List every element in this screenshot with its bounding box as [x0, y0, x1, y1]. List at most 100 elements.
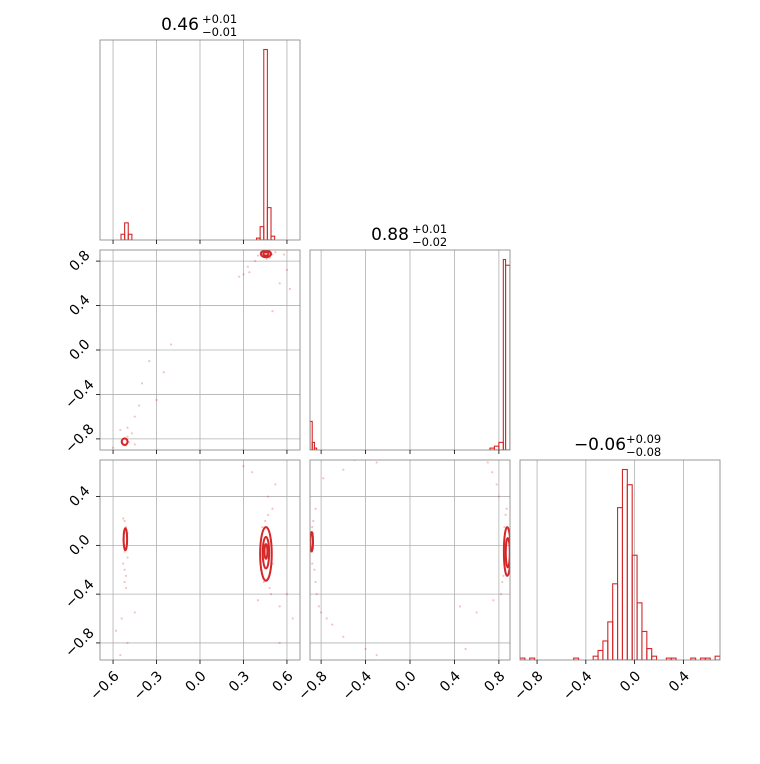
data-layer — [310, 460, 510, 657]
panel-hist-p2: 0.88 +0.01−0.02 — [309, 222, 511, 454]
title-upper-error: +0.09 — [626, 432, 661, 446]
data-layer — [520, 468, 720, 660]
panel-scatter-p1-p2: −0.8 −0.4 0.0 0.4 0.8 — [62, 248, 301, 457]
hist-bin — [124, 222, 129, 240]
sample-point — [138, 404, 141, 407]
sample-point — [486, 461, 489, 464]
data-layer — [120, 48, 276, 240]
x-tick-label: 0.0 — [617, 668, 644, 695]
sample-point — [458, 605, 462, 608]
y-tick-label: −0.8 — [62, 421, 97, 456]
sample-point — [169, 343, 173, 346]
sample-point — [133, 611, 136, 614]
gridlines — [310, 460, 510, 660]
sample-point — [123, 580, 126, 584]
hist-bin — [597, 649, 604, 660]
sample-point — [317, 605, 320, 608]
sample-point — [262, 580, 265, 584]
hist-bin — [641, 630, 648, 660]
sample-point — [133, 443, 136, 446]
sample-point — [261, 525, 264, 529]
sample-point — [268, 586, 271, 590]
density-contour — [120, 437, 129, 446]
sample-point — [130, 432, 133, 435]
sample-point — [133, 415, 136, 418]
sample-point — [312, 519, 315, 523]
x-tick-label: 0.3 — [226, 668, 253, 695]
sample-point — [285, 268, 289, 272]
density-contour — [122, 527, 129, 552]
hist-bin — [127, 233, 133, 240]
sample-point — [122, 562, 125, 565]
x-tick-label: −0.8 — [511, 668, 546, 703]
sample-point — [288, 287, 291, 290]
x-tick-label: −0.4 — [340, 668, 375, 703]
density-contour — [262, 251, 270, 257]
sample-point — [342, 635, 345, 638]
hist-bin — [602, 640, 609, 660]
title-median: 0.88 — [371, 225, 409, 245]
y-tick-label: 0.4 — [66, 292, 93, 319]
title-lower-error: −0.02 — [412, 235, 447, 249]
sample-point — [464, 647, 467, 651]
sample-point — [314, 580, 317, 584]
sample-point — [111, 446, 115, 449]
density-contour — [502, 526, 510, 577]
sample-point — [264, 519, 267, 523]
sample-point — [282, 253, 286, 256]
x-tick-label: 0.4 — [666, 668, 693, 695]
title-upper-error: +0.01 — [412, 222, 447, 236]
sample-point — [291, 617, 294, 620]
sample-point — [322, 477, 325, 480]
sample-point — [123, 519, 126, 523]
axes-frame — [519, 459, 721, 661]
title-lower-error: −0.08 — [626, 445, 661, 459]
sample-point — [320, 611, 323, 614]
sample-point — [119, 654, 122, 657]
density-contour — [261, 535, 271, 570]
sample-point — [311, 562, 314, 565]
y-tick-label: 0.8 — [66, 248, 93, 275]
sample-point — [251, 471, 254, 474]
sample-point — [122, 517, 125, 520]
hist-bin — [607, 621, 614, 660]
panel-scatter-p2-p3: −0.8 −0.4 0.0 0.4 0.8 — [295, 459, 511, 704]
sample-point — [314, 507, 317, 510]
sample-point — [242, 273, 245, 276]
title-lower-error: −0.01 — [202, 25, 237, 39]
sample-point — [114, 629, 118, 632]
gridlines — [112, 40, 288, 240]
sample-point — [495, 483, 498, 486]
hist-bin — [714, 655, 720, 660]
sample-point — [242, 464, 245, 468]
sample-point — [140, 382, 144, 385]
sample-point — [256, 599, 260, 602]
sample-point — [256, 254, 260, 257]
x-tick-label: −0.3 — [131, 668, 166, 703]
title-median: 0.46 — [161, 15, 199, 35]
gridlines — [536, 460, 684, 660]
density-contour — [504, 537, 510, 569]
density-contour — [259, 526, 273, 582]
hist-bin — [621, 468, 628, 660]
sample-point — [126, 641, 129, 645]
sample-point — [311, 525, 314, 529]
x-tick-label: 0.4 — [437, 668, 464, 695]
panel-title: 0.88 +0.01−0.02 — [371, 222, 447, 249]
sample-point — [123, 568, 126, 571]
sample-point — [126, 435, 129, 438]
sample-point — [274, 483, 277, 486]
sample-point — [119, 428, 122, 432]
hist-bin — [270, 235, 276, 240]
sample-point — [375, 654, 378, 657]
gridlines — [100, 460, 300, 660]
sample-point — [315, 593, 318, 596]
hist-bin — [626, 484, 633, 660]
sample-point — [120, 617, 123, 620]
hist-bin — [646, 648, 653, 660]
sample-point — [269, 593, 273, 596]
density-contour — [263, 543, 269, 560]
hist-bin — [266, 207, 272, 240]
sample-point — [267, 513, 270, 516]
